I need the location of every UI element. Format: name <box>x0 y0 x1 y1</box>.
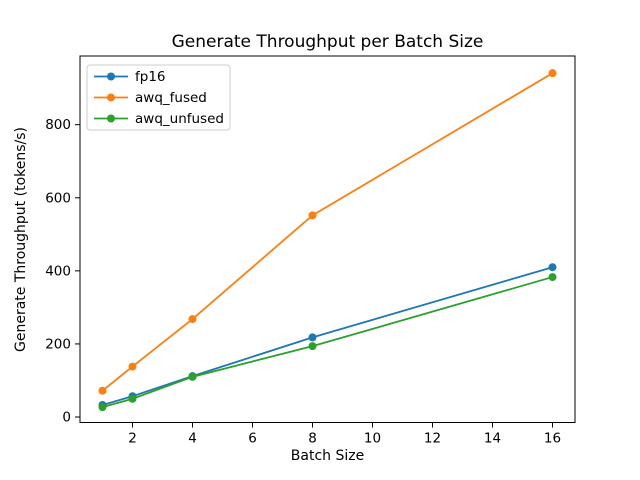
legend: fp16 awq_fused awq_unfused <box>86 64 231 131</box>
series-line-awq_unfused <box>102 276 553 409</box>
x-axis-label: Batch Size <box>291 448 364 464</box>
legend-marker <box>107 72 115 81</box>
data-point-awq_fused <box>308 211 317 220</box>
legend-item-awq_unfused: awq_unfused <box>94 111 224 127</box>
data-point-fp16 <box>308 333 317 342</box>
x-tick-label: 12 <box>424 431 441 447</box>
legend-item-awq_fused: awq_fused <box>94 90 207 106</box>
x-tick-label: 6 <box>248 431 257 447</box>
data-point-awq_unfused <box>548 273 557 282</box>
legend-marker <box>107 93 115 102</box>
legend-label: fp16 <box>135 69 166 85</box>
chart-title: Generate Throughput per Batch Size <box>172 32 484 52</box>
data-point-awq_fused <box>548 69 557 78</box>
data-point-awq_unfused <box>128 394 137 403</box>
y-axis-label: Generate Throughput (tokens/s) <box>13 127 29 352</box>
y-tick-label: 200 <box>45 336 71 352</box>
plot-frame <box>79 55 576 423</box>
legend-label: awq_fused <box>135 90 207 106</box>
data-point-awq_fused <box>128 362 137 371</box>
x-tick-label: 8 <box>308 431 317 447</box>
axis-ticks: 2 4 6 8 10 12 14 16 0 200 400 600 800 <box>45 117 561 446</box>
x-tick-label: 2 <box>128 431 137 447</box>
y-tick-label: 800 <box>45 117 71 133</box>
legend-label: awq_unfused <box>135 111 224 127</box>
x-tick-label: 14 <box>484 431 501 447</box>
data-point-awq_fused <box>188 315 197 324</box>
legend-item-fp16: fp16 <box>94 69 166 85</box>
legend-box <box>86 64 231 131</box>
data-series <box>98 69 557 412</box>
x-tick-label: 10 <box>364 431 381 447</box>
data-point-awq_unfused <box>98 403 107 412</box>
y-tick-label: 400 <box>45 263 71 279</box>
y-tick-label: 600 <box>45 190 71 206</box>
data-point-awq_unfused <box>308 342 317 351</box>
data-point-awq_fused <box>98 386 107 395</box>
legend-marker <box>107 114 115 123</box>
data-point-awq_unfused <box>188 372 197 381</box>
x-tick-label: 4 <box>188 431 197 447</box>
data-point-fp16 <box>548 263 557 272</box>
y-tick-label: 0 <box>62 410 71 426</box>
x-tick-label: 16 <box>544 431 561 447</box>
